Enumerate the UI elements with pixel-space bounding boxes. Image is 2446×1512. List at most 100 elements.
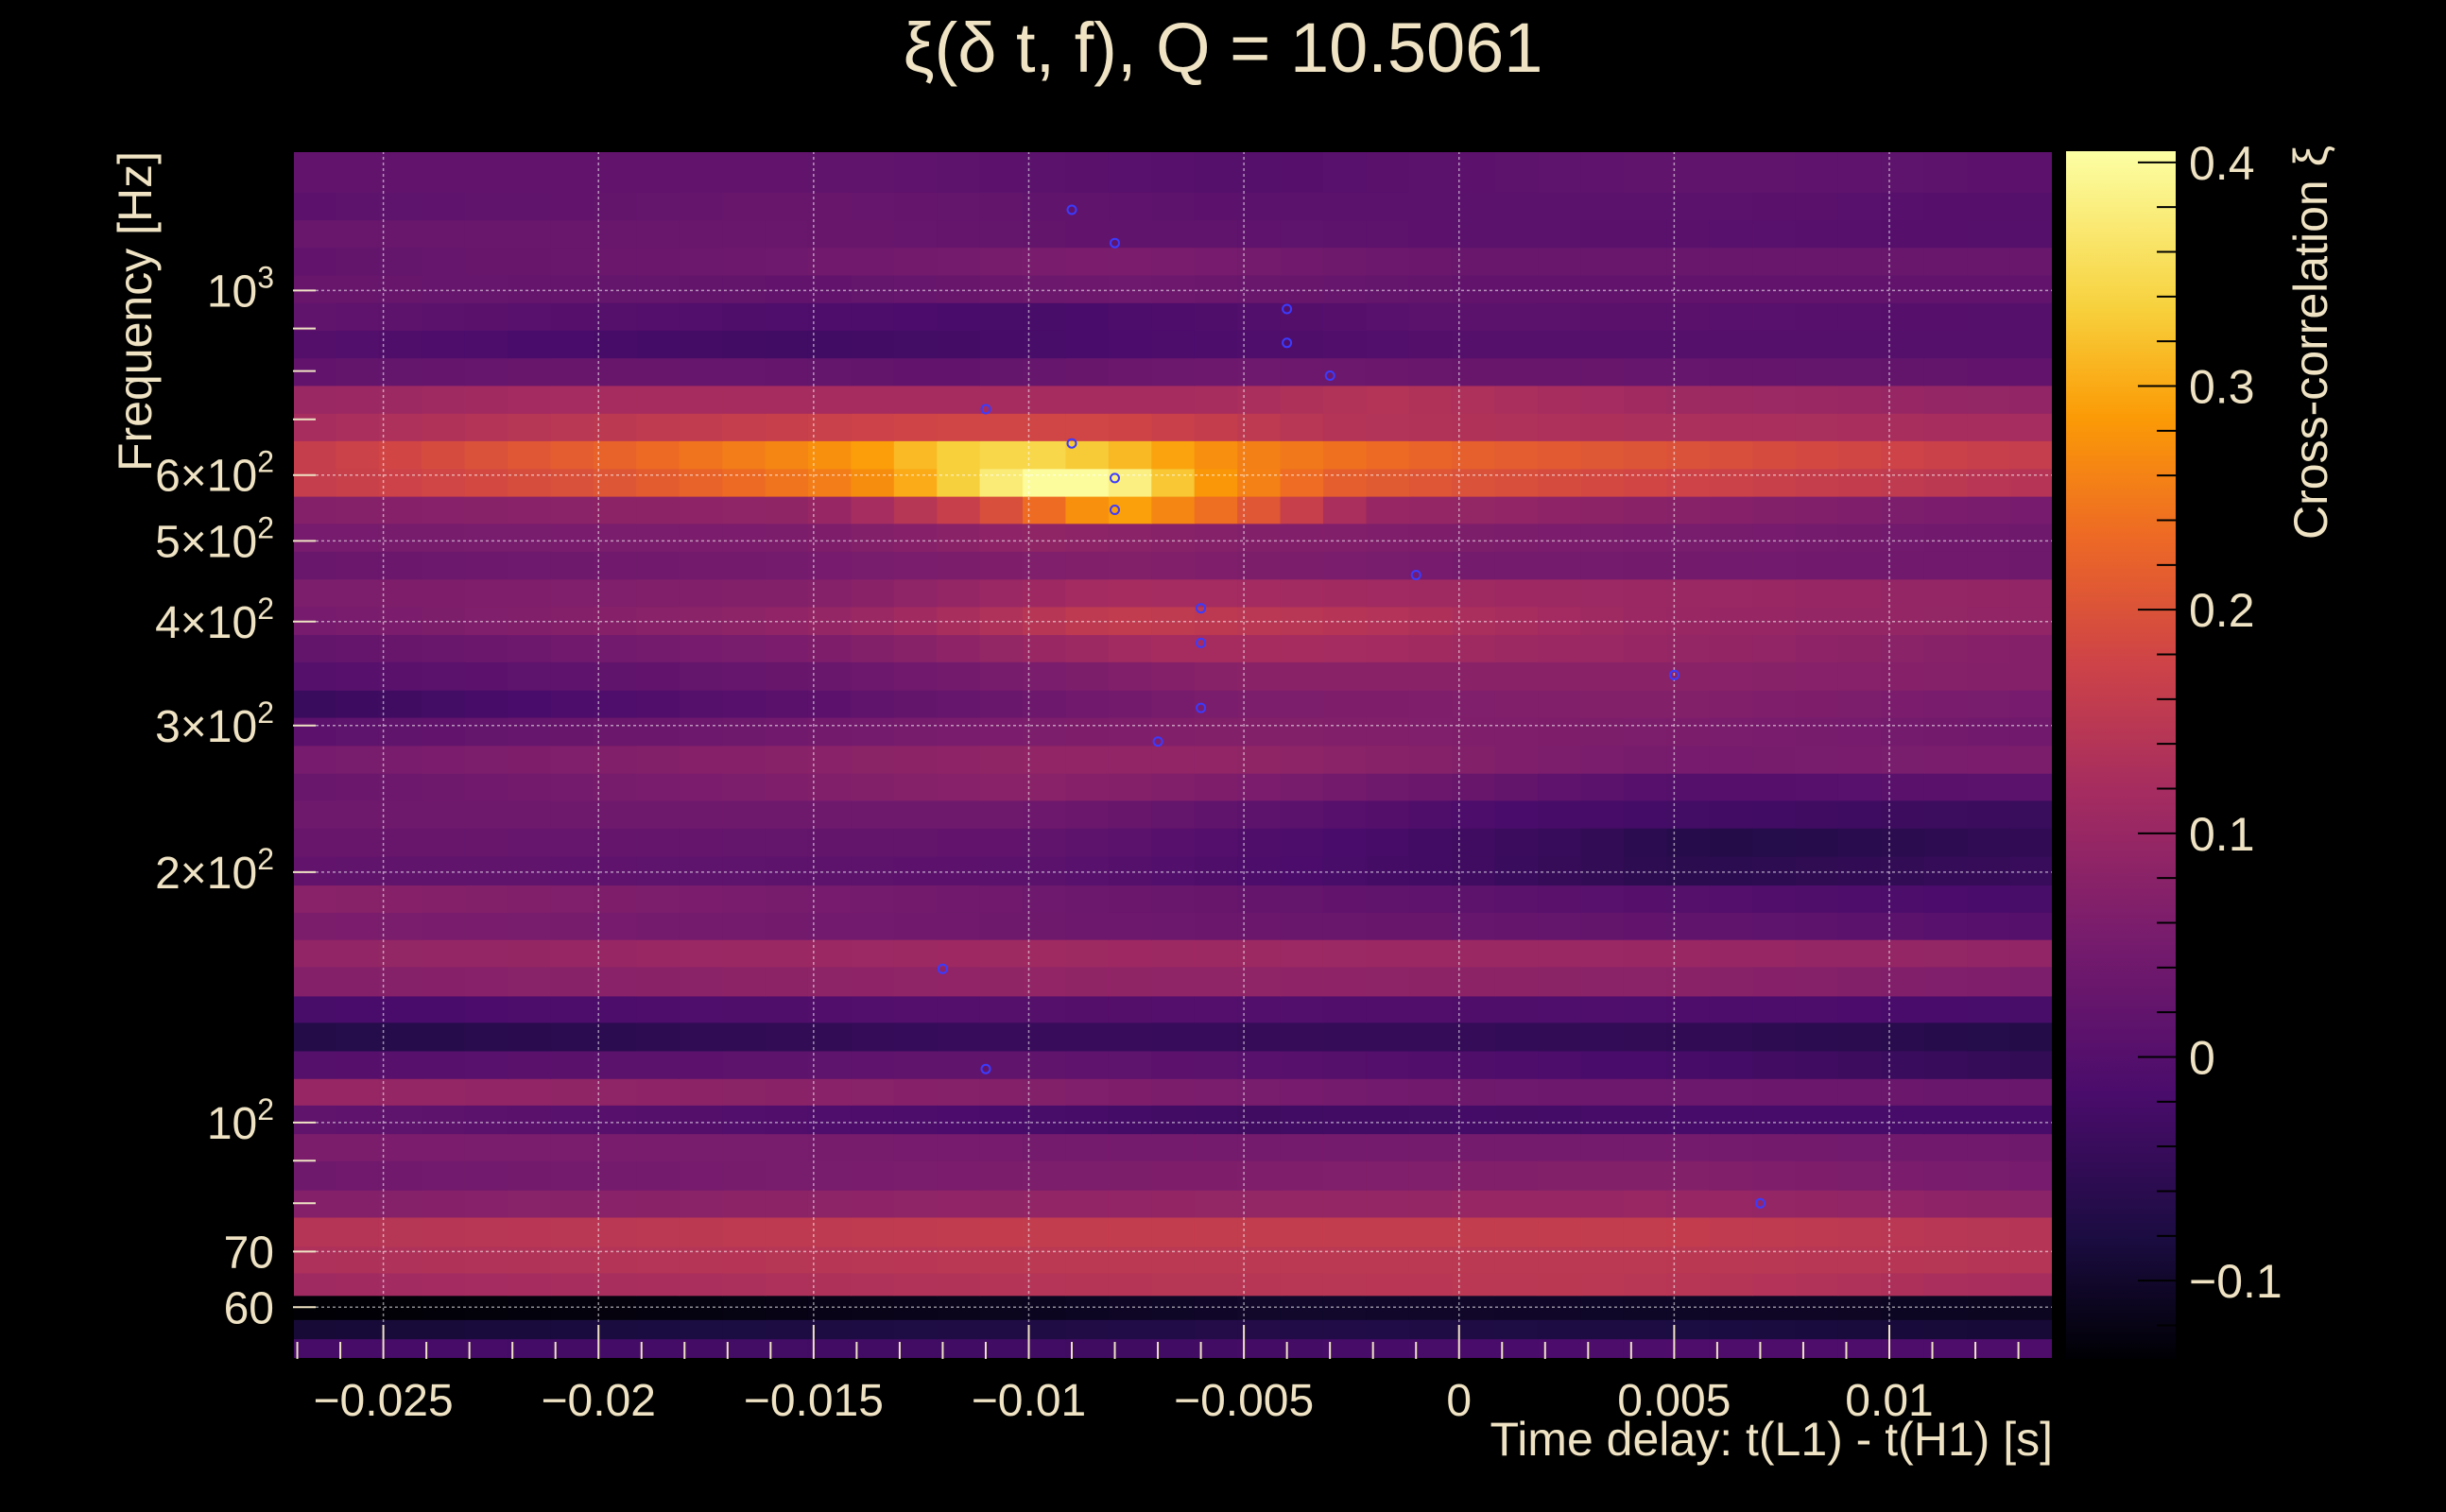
heatmap-cell <box>422 302 466 331</box>
heatmap-cell <box>1108 151 1152 193</box>
heatmap-cell <box>1967 634 2011 662</box>
heatmap-cell <box>593 357 637 387</box>
heatmap-cell <box>1837 523 1882 552</box>
heatmap-cell <box>851 1338 895 1360</box>
heatmap-cell <box>1023 468 1067 497</box>
heatmap-cell <box>1151 551 1196 580</box>
heatmap-cell <box>1065 1078 1110 1106</box>
heatmap-cell <box>679 274 723 303</box>
heatmap-cell <box>1623 856 1667 886</box>
heatmap-cell <box>765 578 809 608</box>
heatmap-cell <box>593 1078 637 1106</box>
heatmap-cell <box>722 440 767 470</box>
heatmap-cell <box>464 1246 508 1274</box>
heatmap-cell <box>851 330 895 359</box>
peak-marker <box>1066 204 1077 215</box>
heatmap-cell <box>378 1190 422 1218</box>
heatmap-cell <box>1795 330 1839 359</box>
heatmap-cell <box>1322 1022 1367 1052</box>
heatmap-cell <box>1709 856 1753 886</box>
heatmap-cell <box>679 966 723 997</box>
heatmap-cell <box>679 1338 723 1360</box>
heatmap-cell <box>937 496 981 524</box>
heatmap-cell <box>336 330 380 359</box>
heatmap-cell <box>1538 606 1582 635</box>
heatmap-cell <box>1065 1050 1110 1079</box>
heatmap-cell <box>979 828 1024 857</box>
heatmap-cell <box>937 1190 981 1218</box>
heatmap-cell <box>1194 1216 1238 1247</box>
heatmap-cell <box>293 1105 337 1135</box>
heatmap-cell <box>1752 1246 1797 1274</box>
heatmap-cell <box>1666 357 1711 387</box>
heatmap-cell <box>722 995 767 1023</box>
heatmap-cell <box>851 966 895 997</box>
heatmap-cell <box>1623 716 1667 747</box>
heatmap-cell <box>1881 219 1925 249</box>
heatmap-cell <box>508 330 552 359</box>
heatmap-cell <box>1666 828 1711 857</box>
heatmap-cell <box>1709 440 1753 470</box>
heatmap-cell <box>336 523 380 552</box>
heatmap-cell <box>1280 828 1324 857</box>
heatmap-cell <box>979 413 1024 441</box>
heatmap-cell <box>1408 496 1453 524</box>
heatmap-cell <box>1752 856 1797 886</box>
heatmap-cell <box>979 578 1024 608</box>
heatmap-cell <box>1881 357 1925 387</box>
heatmap-cell <box>508 1246 552 1274</box>
peak-marker <box>1668 669 1679 680</box>
heatmap-cell <box>893 885 938 913</box>
heatmap-cell <box>1194 716 1238 747</box>
heatmap-cell <box>1237 1105 1282 1135</box>
heatmap-cell <box>1280 1078 1324 1106</box>
heatmap-cell <box>1322 192 1367 221</box>
heatmap-cell <box>1580 151 1625 193</box>
heatmap-cell <box>1366 1133 1410 1161</box>
heatmap-cell <box>550 799 594 829</box>
heatmap-cell <box>722 799 767 829</box>
heatmap-cell <box>1623 1078 1667 1106</box>
heatmap-cell <box>1538 966 1582 997</box>
heatmap-cell <box>765 995 809 1023</box>
heatmap-cell <box>1709 1246 1753 1274</box>
heatmap-cell <box>679 1272 723 1297</box>
heatmap-cell <box>1065 606 1110 635</box>
heatmap-cell <box>893 440 938 470</box>
heatmap-cell <box>1580 1022 1625 1052</box>
heatmap-cell <box>422 578 466 608</box>
heatmap-cell <box>378 151 422 193</box>
heatmap-cell <box>1881 1272 1925 1297</box>
heatmap-cell <box>1151 274 1196 303</box>
heatmap-cell <box>1366 192 1410 221</box>
heatmap-cell <box>1151 385 1196 414</box>
heatmap-cell <box>1666 1246 1711 1274</box>
heatmap-cell <box>1923 634 1968 662</box>
heatmap-cell <box>1280 385 1324 414</box>
heatmap-cell <box>807 1105 852 1135</box>
x-tick-label: −0.02 <box>542 1376 656 1426</box>
heatmap-cell <box>1666 995 1711 1023</box>
heatmap-cell <box>937 151 981 193</box>
heatmap-cell <box>851 1216 895 1247</box>
heatmap-cell <box>2009 551 2054 580</box>
heatmap-cell <box>1065 440 1110 470</box>
heatmap-cell <box>378 385 422 414</box>
heatmap-cell <box>1923 885 1968 913</box>
heatmap-cell <box>1923 523 1968 552</box>
heatmap-cell <box>1108 551 1152 580</box>
heatmap-cell <box>1837 151 1882 193</box>
heatmap-cell <box>1709 1319 1753 1340</box>
heatmap-cell <box>1580 799 1625 829</box>
heatmap-cell <box>422 247 466 276</box>
peak-marker <box>1110 505 1120 515</box>
heatmap-cell <box>1580 885 1625 913</box>
heatmap-cell <box>1623 1272 1667 1297</box>
heatmap-cell <box>893 1216 938 1247</box>
heatmap-cell <box>1881 745 1925 774</box>
heatmap-cell <box>1881 1319 1925 1340</box>
heatmap-cell <box>1023 828 1067 857</box>
heatmap-cell <box>1194 1078 1238 1106</box>
heatmap-cell <box>765 1272 809 1297</box>
heatmap-cell <box>679 330 723 359</box>
